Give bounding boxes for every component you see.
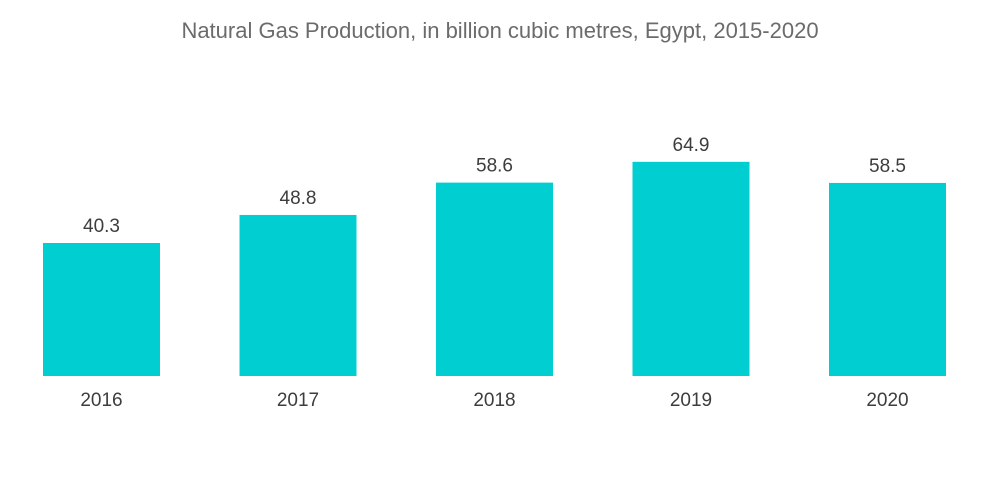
value-label-2019: 64.9 xyxy=(673,135,710,156)
x-tick-label-2017: 2017 xyxy=(277,390,319,411)
bar-2018 xyxy=(436,182,553,376)
x-tick-label-2019: 2019 xyxy=(670,390,712,411)
value-label-2018: 58.6 xyxy=(476,156,513,177)
value-label-2017: 48.8 xyxy=(280,188,317,209)
bar-2020 xyxy=(829,182,946,376)
x-tick-label-2016: 2016 xyxy=(80,390,122,411)
x-axis-tick-labels: 2016 2017 2018 2019 2020 xyxy=(80,390,908,411)
bar-2019 xyxy=(632,161,750,376)
chart-title: Natural Gas Production, in billion cubic… xyxy=(181,18,819,43)
bars-group xyxy=(43,161,946,376)
x-tick-label-2020: 2020 xyxy=(866,390,908,411)
value-label-2016: 40.3 xyxy=(83,216,120,237)
value-labels-group: 40.3 48.8 58.6 64.9 58.5 xyxy=(83,135,906,237)
value-label-2020: 58.5 xyxy=(869,156,906,177)
bar-2017 xyxy=(239,214,357,376)
bar-2016 xyxy=(43,243,160,376)
x-tick-label-2018: 2018 xyxy=(473,390,515,411)
